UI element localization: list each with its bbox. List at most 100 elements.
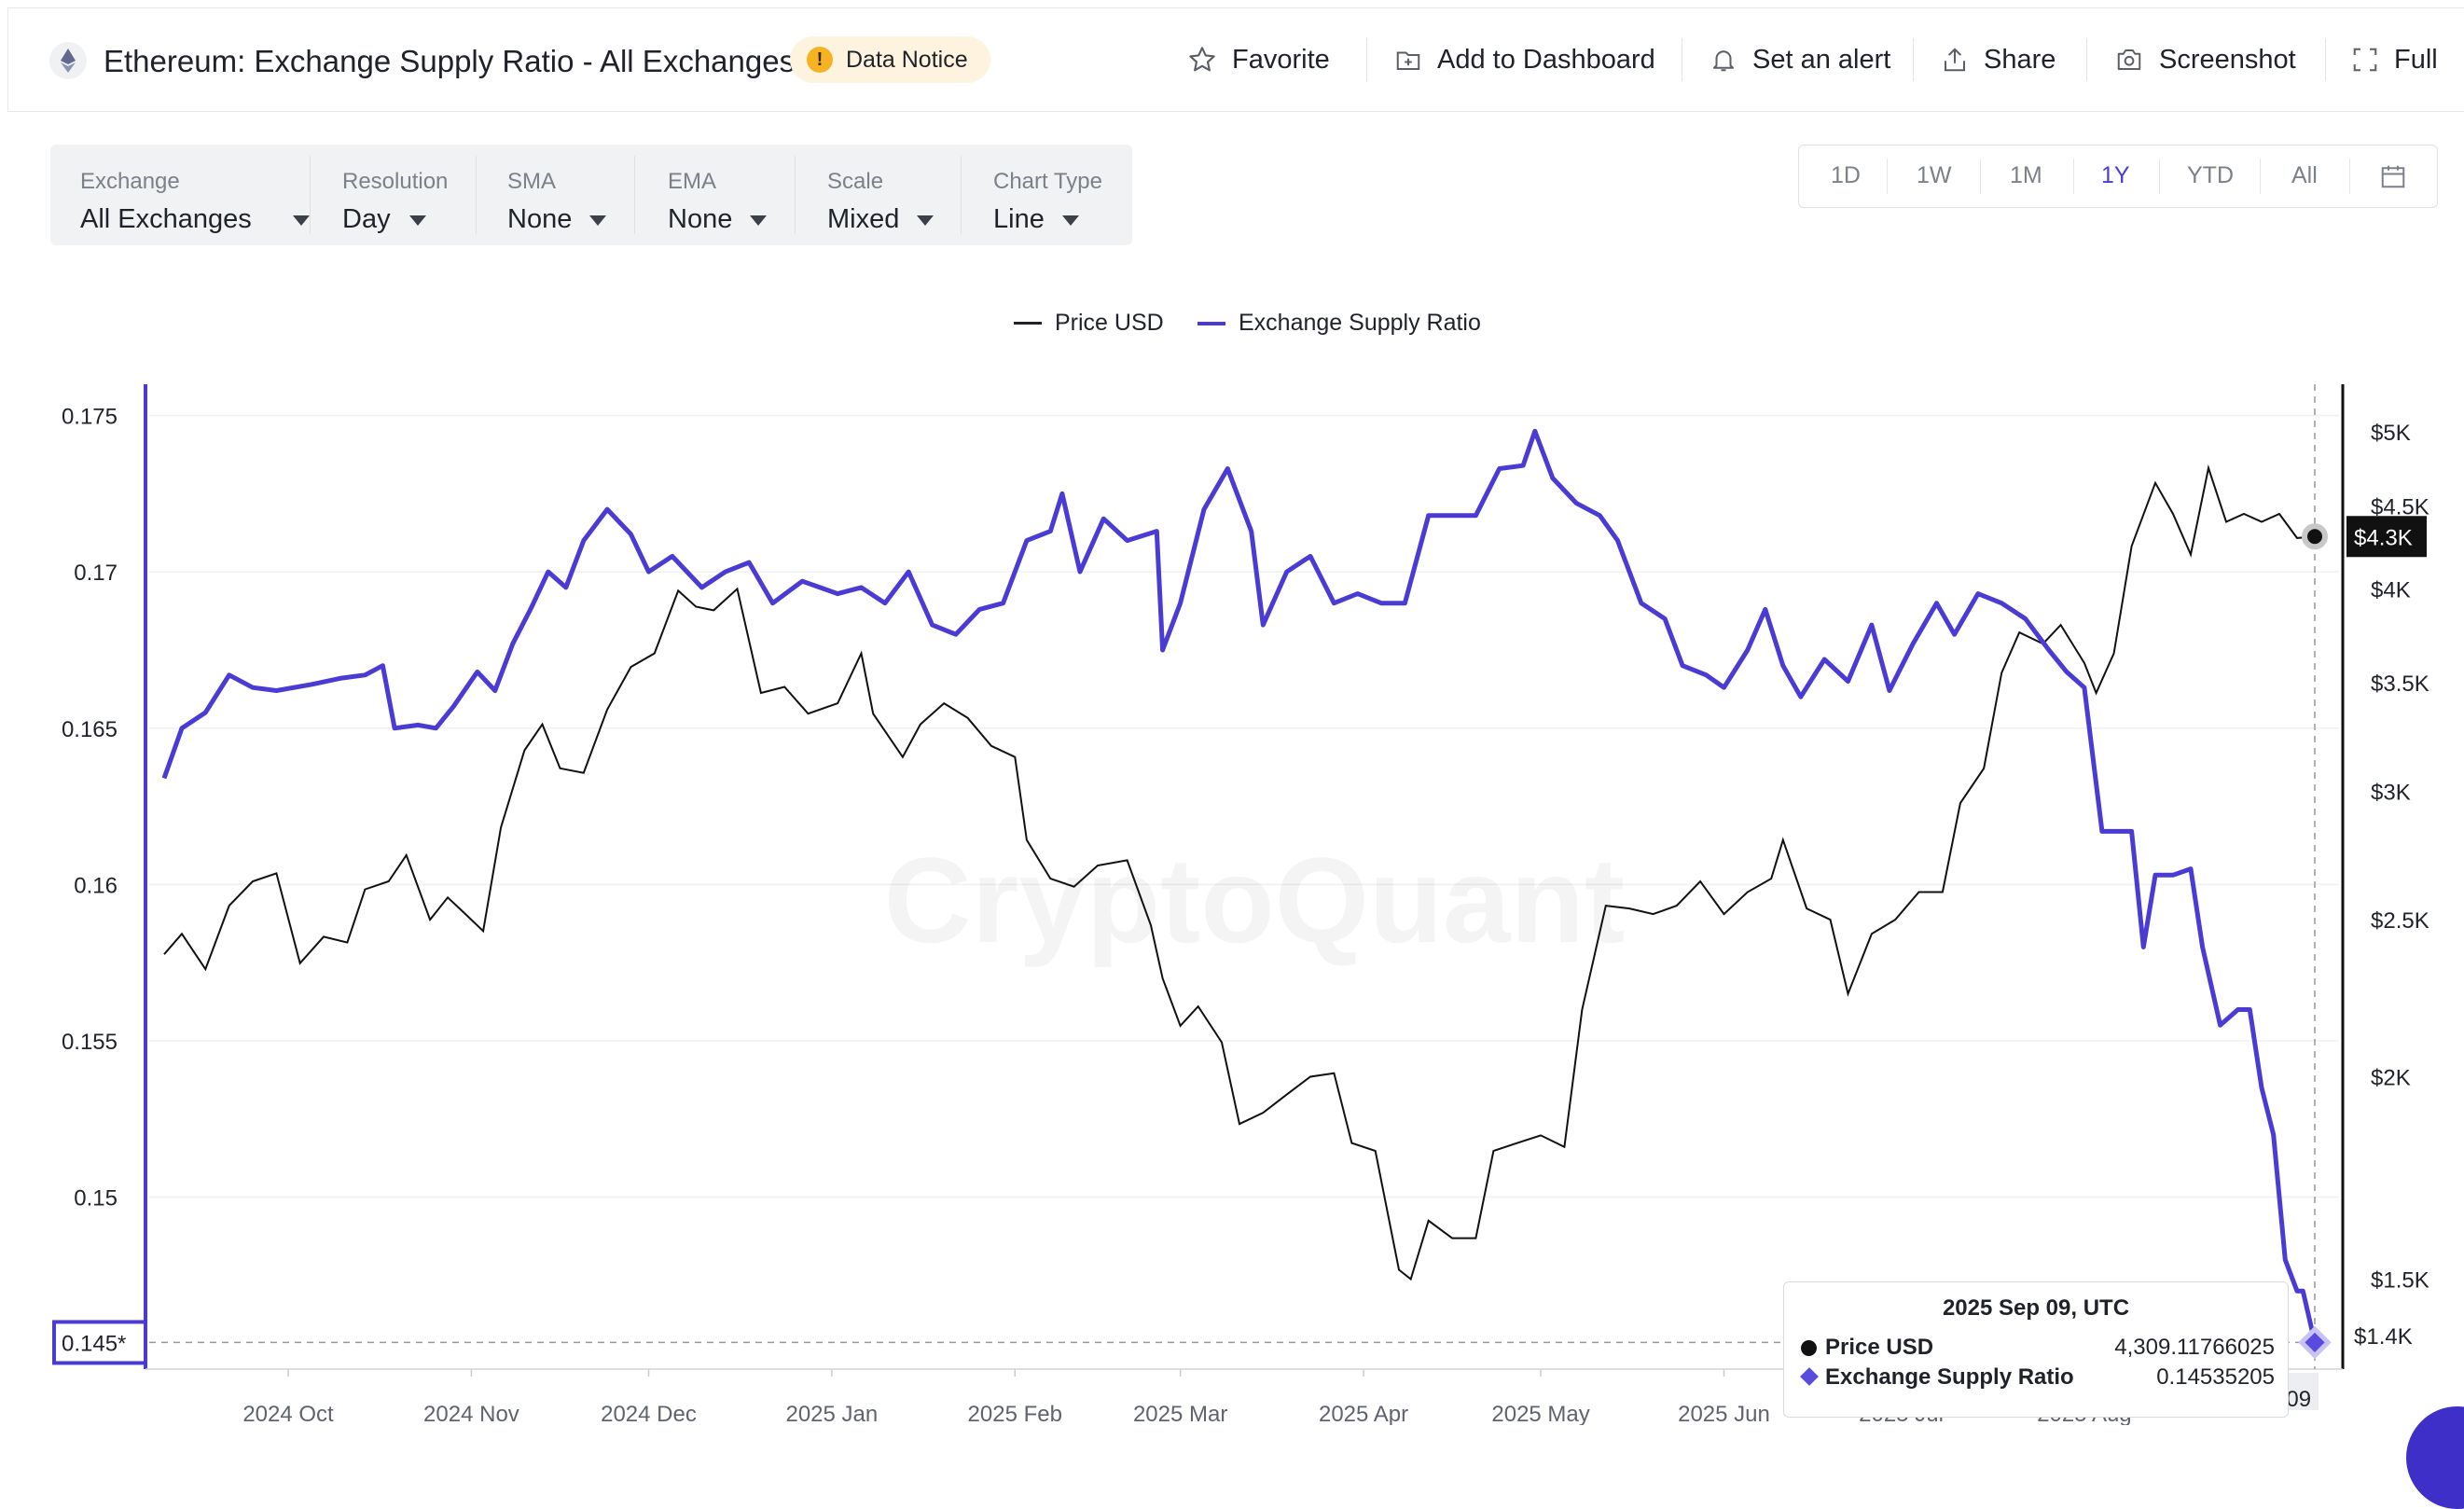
add-to-dashboard-icon bbox=[1396, 51, 1420, 70]
set-alert-button[interactable]: Set an alert bbox=[1710, 36, 1890, 83]
left-tick-label: 0.17 bbox=[74, 561, 118, 586]
camera-icon bbox=[2117, 49, 2141, 70]
fullscreen-button[interactable]: Full bbox=[2351, 36, 2438, 83]
chart-header: Ethereum: Exchange Supply Ratio - All Ex… bbox=[7, 7, 2464, 112]
price-current-dot bbox=[2302, 523, 2328, 550]
share-icon bbox=[1945, 48, 1965, 72]
add-to-dashboard-label: Add to Dashboard bbox=[1437, 44, 1655, 75]
legend-swatch-price bbox=[1014, 322, 1042, 325]
range-1w[interactable]: 1W bbox=[1917, 162, 1952, 188]
data-notice-badge[interactable]: ! Data Notice bbox=[790, 36, 990, 83]
sma-select-label: SMA bbox=[507, 169, 557, 194]
x-tick-label: 2024 Nov bbox=[423, 1402, 519, 1425]
add-to-dashboard-button[interactable]: Add to Dashboard bbox=[1394, 36, 1655, 83]
tooltip-date: 2025 Sep 09, UTC bbox=[1942, 1295, 2130, 1321]
tooltip-row-ratio: Exchange Supply Ratio 0.14535205 bbox=[1800, 1364, 2275, 1392]
share-button[interactable]: Share bbox=[1941, 36, 2056, 83]
chart-type-select-value: Line bbox=[993, 204, 1045, 234]
calendar-icon[interactable] bbox=[2379, 162, 2407, 190]
x-tick-label: 2025 Jun bbox=[1678, 1402, 1770, 1425]
set-alert-label: Set an alert bbox=[1752, 44, 1891, 75]
star-icon bbox=[1189, 47, 1215, 72]
x-tick-label: 2025 Jan bbox=[785, 1402, 878, 1425]
x-tick-label: 2025 May bbox=[1491, 1402, 1589, 1425]
scale-select-label: Scale bbox=[827, 169, 884, 194]
screenshot-label: Screenshot bbox=[2159, 44, 2296, 75]
range-ytd[interactable]: YTD bbox=[2187, 162, 2234, 188]
left-tick-label: 0.16 bbox=[74, 873, 118, 898]
screenshot-button[interactable]: Screenshot bbox=[2114, 36, 2296, 83]
warning-icon: ! bbox=[807, 47, 833, 73]
right-tick-label: $4.5K bbox=[2371, 495, 2429, 520]
chevron-down-icon bbox=[293, 215, 310, 226]
svg-text:$4.3K: $4.3K bbox=[2354, 525, 2413, 550]
right-tick-label: $2K bbox=[2371, 1065, 2411, 1090]
x-tick-label: 2025 Mar bbox=[1133, 1402, 1227, 1425]
right-tick-label: $5K bbox=[2371, 421, 2411, 446]
sma-select-value: None bbox=[507, 204, 573, 234]
fullscreen-icon bbox=[2353, 48, 2377, 72]
ema-select-value: None bbox=[668, 204, 733, 234]
right-tick-label: $3.5K bbox=[2371, 671, 2429, 697]
tooltip-ratio-label: Exchange Supply Ratio bbox=[1825, 1364, 2074, 1390]
legend-item-ratio[interactable]: Exchange Supply Ratio bbox=[1197, 310, 1481, 337]
chevron-down-icon bbox=[917, 215, 934, 226]
left-tick-label: 0.155 bbox=[62, 1030, 118, 1055]
range-all[interactable]: All bbox=[2291, 162, 2318, 188]
chevron-down-icon bbox=[589, 215, 606, 226]
tooltip-price-label: Price USD bbox=[1825, 1335, 1934, 1360]
time-range-picker: 1D 1W 1M 1Y YTD All bbox=[1798, 145, 2438, 208]
chart-legend: Price USD Exchange Supply Ratio bbox=[0, 310, 2464, 341]
x-tick-label: 2024 Oct bbox=[242, 1402, 334, 1425]
page-title: Ethereum: Exchange Supply Ratio - All Ex… bbox=[104, 44, 796, 78]
ethereum-logo-icon bbox=[49, 42, 87, 79]
legend-item-price[interactable]: Price USD bbox=[1014, 310, 1164, 337]
favorite-button[interactable]: Favorite bbox=[1187, 36, 1330, 83]
left-tick-label: 0.165 bbox=[62, 717, 118, 742]
range-1y[interactable]: 1Y bbox=[2101, 162, 2130, 188]
bell-icon bbox=[1713, 50, 1734, 72]
right-axis-bottom-badge: $1.4K bbox=[2346, 1317, 2427, 1354]
legend-swatch-ratio bbox=[1197, 321, 1225, 325]
x-tick-label: 2024 Dec bbox=[601, 1402, 697, 1425]
x-tick-label: 2025 Feb bbox=[968, 1402, 1062, 1425]
data-notice-label: Data Notice bbox=[846, 47, 968, 73]
watermark: CryptoQuant bbox=[884, 832, 1625, 968]
price-marker-icon bbox=[1801, 1340, 1817, 1356]
ema-select-label: EMA bbox=[668, 169, 717, 194]
chart-tooltip: 2025 Sep 09, UTC Price USD 4,309.1176602… bbox=[1783, 1281, 2289, 1418]
right-tick-label: $1.5K bbox=[2371, 1268, 2429, 1294]
range-1d[interactable]: 1D bbox=[1831, 162, 1861, 188]
left-axis-current-badge: 0.145* bbox=[52, 1320, 147, 1365]
right-tick-label: $3K bbox=[2371, 781, 2411, 806]
ratio-marker-icon bbox=[1800, 1367, 1819, 1386]
chart-type-select-label: Chart Type bbox=[993, 169, 1102, 194]
right-axis-current-badge: $4.3K bbox=[2346, 516, 2427, 558]
share-label: Share bbox=[1984, 44, 2056, 75]
tooltip-price-value: 4,309.11766025 bbox=[2114, 1335, 2275, 1360]
right-tick-label: $2.5K bbox=[2371, 908, 2429, 934]
tooltip-row-price: Price USD 4,309.11766025 bbox=[1801, 1335, 2275, 1363]
tooltip-ratio-value: 0.14535205 bbox=[2156, 1364, 2275, 1390]
resolution-select-value: Day bbox=[342, 204, 391, 234]
legend-label-price: Price USD bbox=[1055, 310, 1164, 336]
chevron-down-icon bbox=[750, 215, 767, 226]
chevron-down-icon bbox=[1062, 215, 1079, 226]
ratio-current-marker bbox=[2298, 1325, 2332, 1360]
resolution-select-label: Resolution bbox=[342, 169, 449, 194]
scale-select-value: Mixed bbox=[827, 204, 900, 234]
exchange-select-label: Exchange bbox=[80, 169, 180, 194]
legend-label-ratio: Exchange Supply Ratio bbox=[1239, 310, 1481, 336]
svg-text:0.145*: 0.145* bbox=[62, 1331, 126, 1356]
left-tick-label: 0.15 bbox=[74, 1186, 118, 1211]
price-usd-line bbox=[163, 464, 2316, 1281]
chart-plot-area: CryptoQuant 0.1750.170.1650.160.1550.15 … bbox=[52, 384, 2429, 1425]
chart-controls: Exchange All Exchanges Resolution Day SM… bbox=[50, 145, 1132, 245]
exchange-select-value: All Exchanges bbox=[80, 204, 252, 234]
range-1m[interactable]: 1M bbox=[2010, 162, 2042, 188]
fullscreen-label: Full bbox=[2394, 44, 2438, 75]
right-tick-label: $4K bbox=[2371, 577, 2411, 602]
left-tick-label: 0.175 bbox=[62, 405, 118, 430]
x-tick-label: 2025 Apr bbox=[1319, 1402, 1408, 1425]
svg-text:$1.4K: $1.4K bbox=[2354, 1324, 2413, 1350]
